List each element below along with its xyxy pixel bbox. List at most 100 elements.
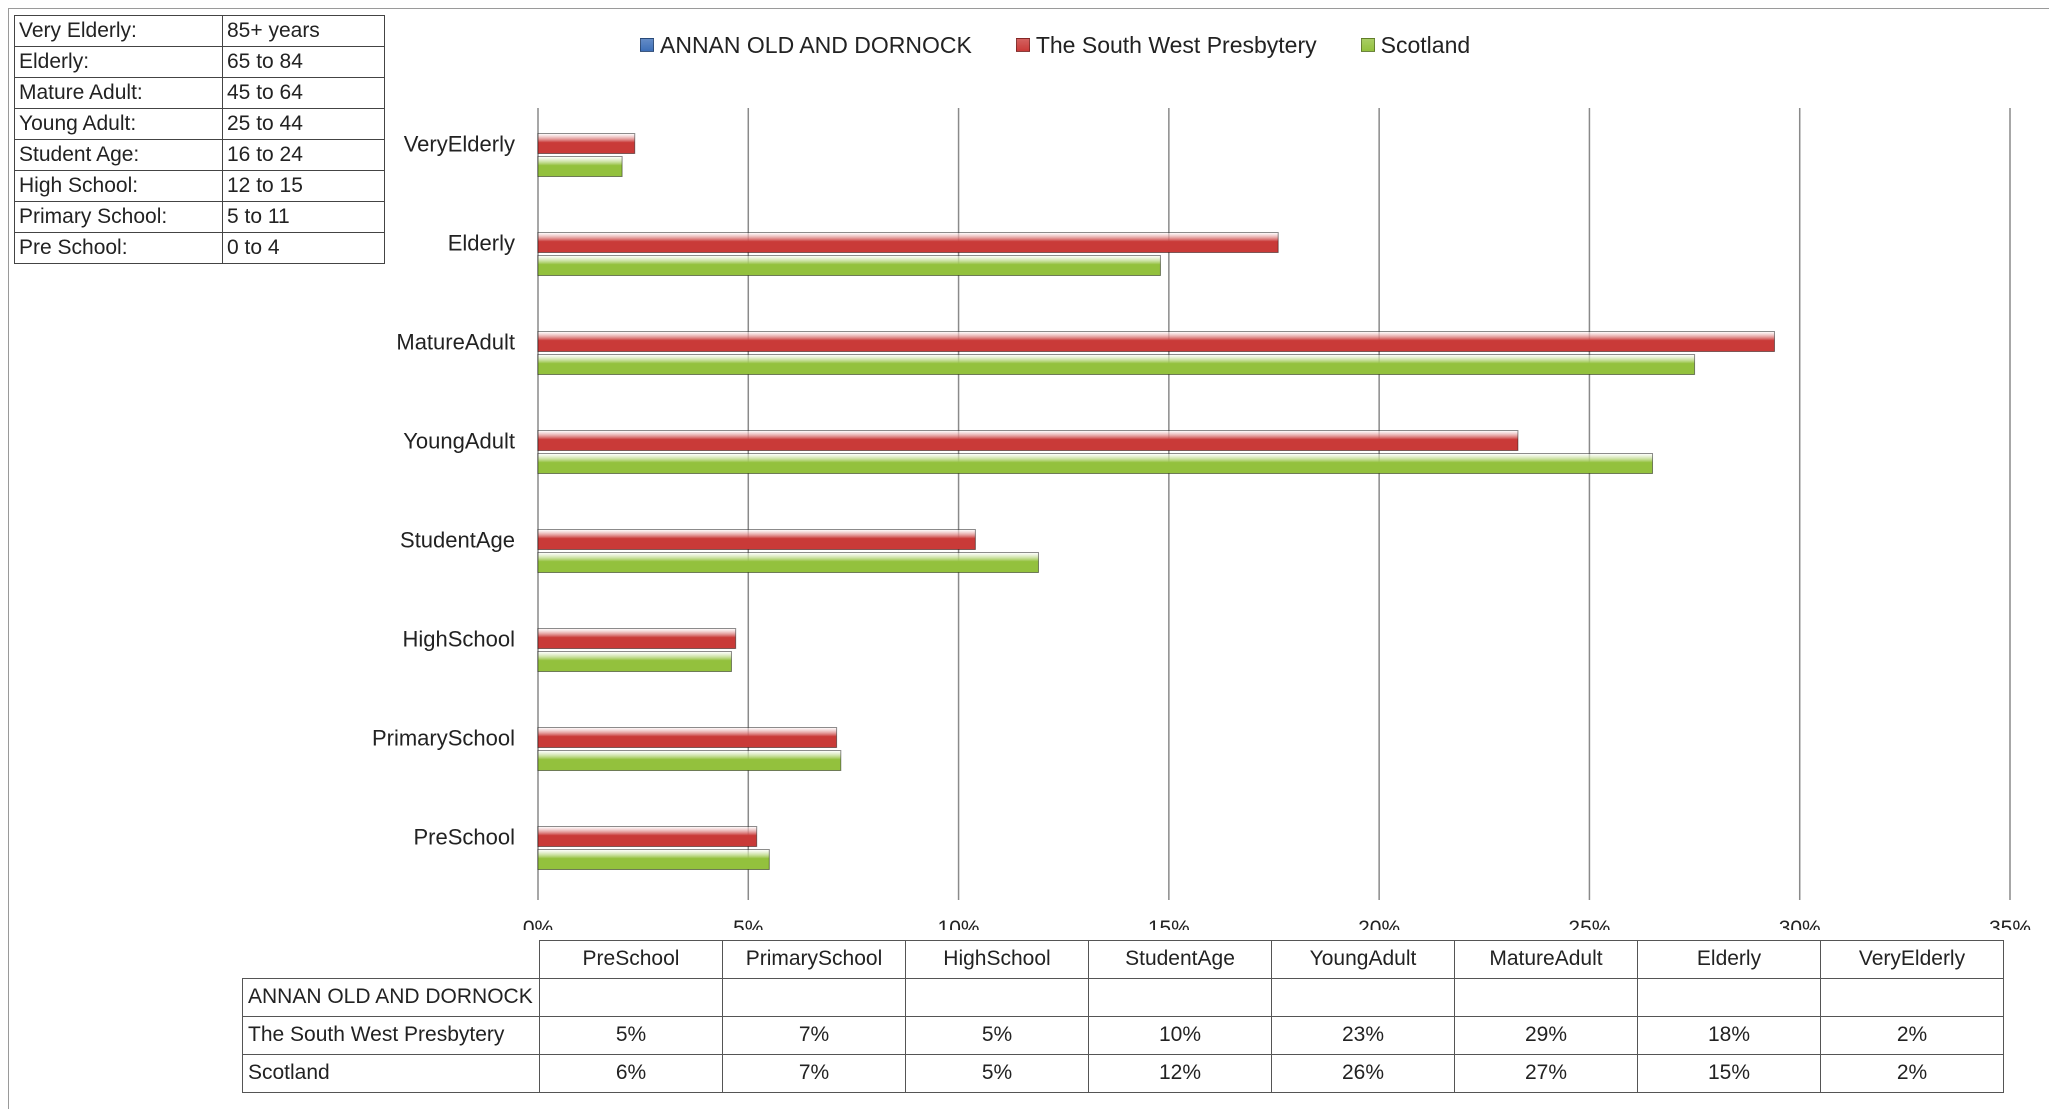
bar xyxy=(537,750,842,771)
age-key-label: Young Adult: xyxy=(14,108,223,140)
data-table-header-row: PreSchool PrimarySchool HighSchool Stude… xyxy=(243,940,2004,979)
y-category-label: VeryElderly xyxy=(404,132,515,157)
table-cell: 18% xyxy=(1637,1015,1821,1055)
legend-item-annan: ANNAN OLD AND DORNOCK xyxy=(640,32,972,59)
y-category-label: MatureAdult xyxy=(396,330,515,355)
table-cell xyxy=(1271,977,1455,1017)
age-key-row: Young Adult: 25 to 44 xyxy=(14,108,385,140)
bar xyxy=(537,628,737,649)
chart-frame xyxy=(8,8,2049,1109)
table-cell: 6% xyxy=(539,1053,723,1093)
y-category-label: HighSchool xyxy=(402,627,515,652)
column-header: StudentAge xyxy=(1088,940,1272,979)
age-key-row: Mature Adult: 45 to 64 xyxy=(14,77,385,109)
table-cell: 2% xyxy=(1820,1053,2004,1093)
row-label: The South West Presbytery xyxy=(242,1015,540,1055)
age-key-label: Very Elderly: xyxy=(14,15,223,47)
y-category-label: PrimarySchool xyxy=(372,726,515,751)
bar xyxy=(537,255,1161,276)
bar xyxy=(537,331,1775,352)
legend-label: The South West Presbytery xyxy=(1035,31,1317,58)
table-cell: 7% xyxy=(722,1053,906,1093)
table-cell: 29% xyxy=(1454,1015,1638,1055)
table-cell xyxy=(1637,977,1821,1017)
legend-item-scotland: Scotland xyxy=(1360,31,1471,59)
column-header: PreSchool xyxy=(539,940,723,979)
legend-swatch-annan xyxy=(640,38,654,52)
y-category-label: YoungAdult xyxy=(403,429,515,454)
age-key-label: Pre School: xyxy=(14,232,223,264)
bar-chart: 0% 5% 10% 15% 20% 25% 30% 35% PreSchool PrimarySc… xyxy=(372,108,2031,930)
legend-swatch-scotland xyxy=(1360,38,1375,52)
table-cell: 26% xyxy=(1271,1053,1455,1093)
bar xyxy=(537,453,1654,474)
age-key-row: Primary School: 5 to 11 xyxy=(14,201,385,233)
y-category-label: Elderly xyxy=(448,231,515,256)
data-table: PreSchool PrimarySchool HighSchool Stude… xyxy=(242,940,2004,1093)
table-cell: 5% xyxy=(539,1015,723,1055)
bar xyxy=(537,133,636,154)
x-tick-label: 20% xyxy=(1358,917,1400,930)
column-header: VeryElderly xyxy=(1820,940,2004,979)
row-label: ANNAN OLD AND DORNOCK xyxy=(242,977,540,1017)
age-key-range: 45 to 64 xyxy=(222,77,385,109)
table-row: The South West Presbytery 5% 7% 5% 10% 2… xyxy=(242,1015,2004,1055)
age-key-label: Primary School: xyxy=(14,201,223,233)
table-cell xyxy=(1454,977,1638,1017)
age-key-label: Mature Adult: xyxy=(14,77,223,109)
age-key-row: Student Age: 16 to 24 xyxy=(14,139,385,171)
bar xyxy=(537,849,770,870)
table-cell: 5% xyxy=(905,1015,1089,1055)
table-cell: 15% xyxy=(1637,1053,1821,1093)
bar xyxy=(537,727,838,748)
x-tick-label: 35% xyxy=(1989,917,2031,930)
age-key-range: 12 to 15 xyxy=(222,170,385,202)
bar xyxy=(537,529,976,550)
bar xyxy=(537,232,1279,253)
x-tick-label: 10% xyxy=(938,917,980,930)
age-key-range: 65 to 84 xyxy=(222,46,385,78)
bar xyxy=(537,826,758,847)
bar xyxy=(537,430,1519,451)
column-header: MatureAdult xyxy=(1454,940,1638,979)
age-key-row: High School: 12 to 15 xyxy=(14,170,385,202)
bar xyxy=(537,552,1039,573)
age-key-table: Very Elderly: 85+ years Elderly: 65 to 84 … xyxy=(14,15,385,264)
table-cell: 7% xyxy=(722,1015,906,1055)
legend-label: ANNAN OLD AND DORNOCK xyxy=(660,31,972,58)
table-row: ANNAN OLD AND DORNOCK xyxy=(242,977,2004,1017)
y-category-label: PreSchool xyxy=(413,825,515,850)
table-cell: 10% xyxy=(1088,1015,1272,1055)
table-cell xyxy=(539,977,723,1017)
table-cell xyxy=(905,977,1089,1017)
legend-item-presbytery: The South West Presbytery xyxy=(1015,31,1317,59)
row-label: Scotland xyxy=(242,1053,540,1093)
age-key-label: High School: xyxy=(14,170,223,202)
age-key-row: Pre School: 0 to 4 xyxy=(14,232,385,264)
bar xyxy=(537,651,732,672)
column-header: HighSchool xyxy=(905,940,1089,979)
table-cell xyxy=(1820,977,2004,1017)
age-key-range: 25 to 44 xyxy=(222,108,385,140)
column-header: YoungAdult xyxy=(1271,940,1455,979)
x-tick-label: 15% xyxy=(1148,917,1190,930)
legend-label: Scotland xyxy=(1380,31,1471,58)
age-key-range: 0 to 4 xyxy=(222,232,385,264)
table-cell: 5% xyxy=(905,1053,1089,1093)
table-cell xyxy=(1088,977,1272,1017)
column-header: PrimarySchool xyxy=(722,940,906,979)
x-tick-label: 5% xyxy=(733,917,763,930)
column-header: Elderly xyxy=(1637,940,1821,979)
table-cell: 23% xyxy=(1271,1015,1455,1055)
x-tick-label: 30% xyxy=(1779,917,1821,930)
bar xyxy=(537,156,623,177)
chart-legend: ANNAN OLD AND DORNOCK The South West Pre… xyxy=(640,30,1514,60)
table-cell: 2% xyxy=(1820,1015,2004,1055)
y-category-label: StudentAge xyxy=(400,528,515,553)
x-tick-label: 25% xyxy=(1568,917,1610,930)
legend-swatch-presbytery xyxy=(1015,38,1030,52)
age-key-range: 5 to 11 xyxy=(222,201,385,233)
bar xyxy=(537,354,1696,375)
x-tick-label: 0% xyxy=(523,917,553,930)
data-table-corner xyxy=(243,941,540,979)
